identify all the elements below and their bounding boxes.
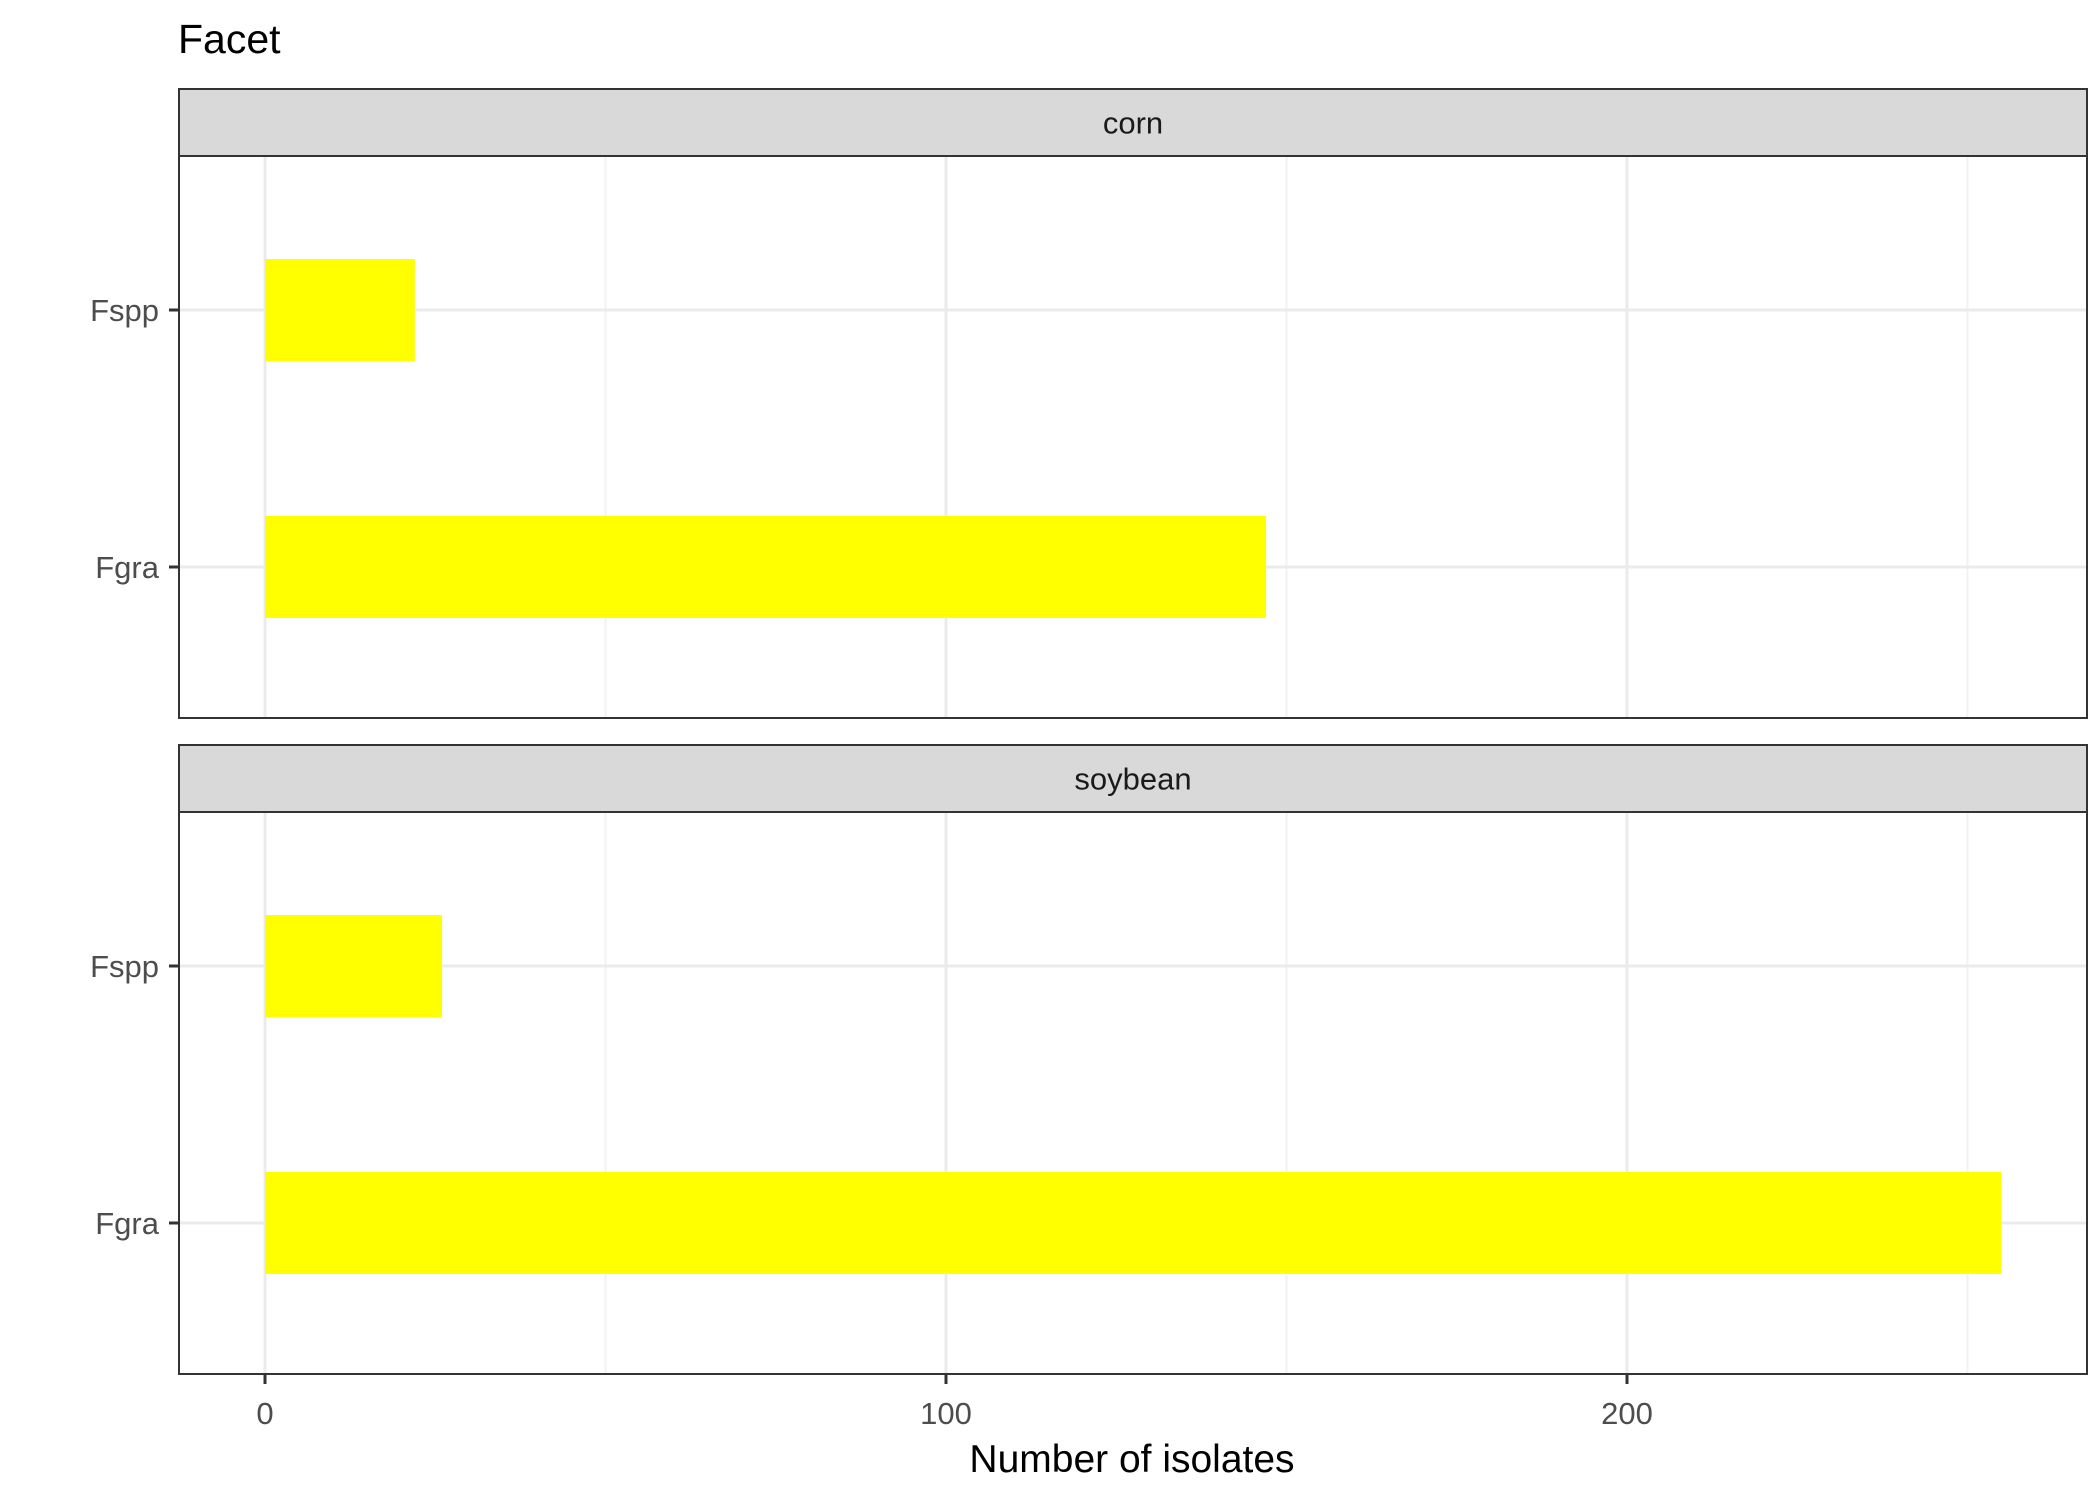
x-tick-label: 200 (1601, 1396, 1653, 1431)
bar-soybean-Fspp (265, 915, 443, 1017)
panel-background (179, 812, 2087, 1374)
facets-layer: corn Fspp Fgra soybean Fspp Fgra (90, 88, 2088, 1375)
chart-title: Facet (178, 16, 281, 62)
y-tick-label: Fspp (90, 949, 159, 984)
facet-panel-soybean: soybean Fspp Fgra (90, 744, 2088, 1375)
y-tick-label: Fgra (95, 1206, 160, 1241)
x-tick-label: 0 (256, 1396, 273, 1431)
facet-strip (178, 88, 2088, 157)
facet-panel-corn: corn Fspp Fgra (90, 88, 2088, 719)
panel-background (179, 156, 2087, 718)
y-tick-label: Fgra (95, 550, 160, 585)
x-axis: 0 100 200 (256, 1374, 1653, 1431)
x-tick-label: 100 (920, 1396, 972, 1431)
bar-soybean-Fgra (265, 1172, 2002, 1274)
panel-border (178, 155, 2088, 719)
x-axis-title: Number of isolates (969, 1438, 1294, 1481)
facet-strip-label: soybean (1074, 762, 1191, 797)
bar-corn-Fgra (265, 516, 1267, 618)
facet-strip (178, 744, 2088, 813)
panel-border (178, 811, 2088, 1375)
y-tick-label: Fspp (90, 293, 159, 328)
bar-corn-Fspp (265, 259, 415, 361)
facet-strip-label: corn (1103, 106, 1163, 141)
